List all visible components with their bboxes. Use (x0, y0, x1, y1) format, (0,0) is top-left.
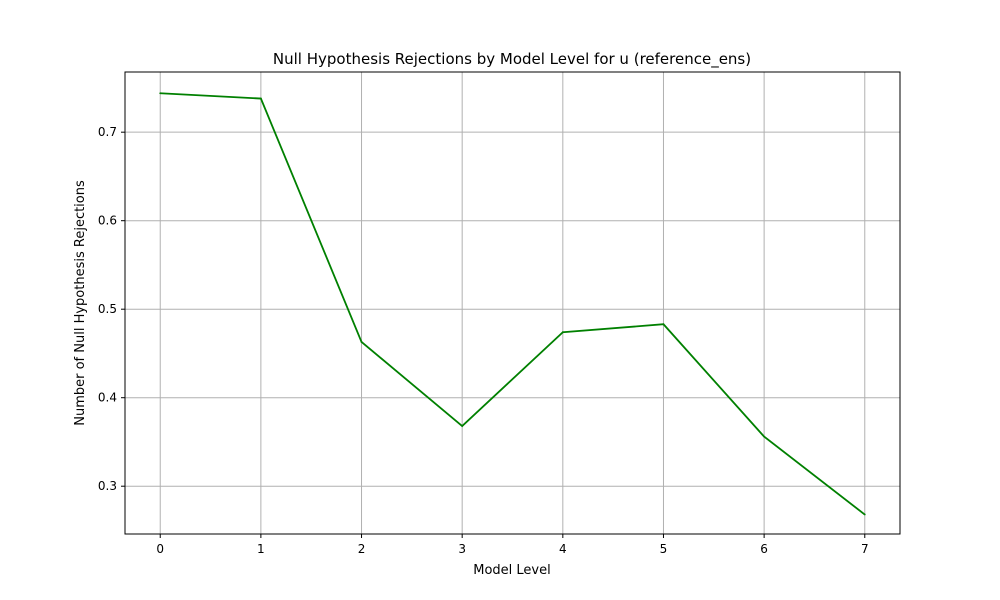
y-tick-label: 0.4 (98, 391, 117, 405)
series-layer (159, 92, 866, 516)
x-tick-label: 4 (559, 542, 567, 556)
grid-lines (125, 72, 900, 534)
x-tick-label: 5 (660, 542, 668, 556)
data-point (259, 97, 262, 100)
data-point (763, 435, 766, 438)
data-point (360, 341, 363, 343)
y-axis-ticks: 0.3 0.4 0.5 0.6 0.7 (98, 125, 125, 493)
y-tick-label: 0.6 (98, 214, 117, 228)
data-point (159, 92, 162, 95)
y-tick-label: 0.5 (98, 302, 117, 316)
data-point (461, 425, 464, 427)
chart-title: Null Hypothesis Rejections by Model Leve… (273, 50, 751, 69)
series-line (160, 92, 866, 516)
plot-frame (124, 71, 901, 535)
data-point (561, 331, 564, 334)
x-axis-label: Model Level (473, 563, 550, 578)
data-point (863, 513, 866, 516)
x-tick-label: 3 (458, 542, 466, 556)
x-tick-label: 6 (760, 542, 768, 556)
data-point (662, 323, 665, 326)
y-tick-label: 0.3 (98, 479, 117, 493)
y-axis-label: Number of Null Hypothesis Rejections (73, 180, 88, 426)
x-tick-label: 2 (358, 542, 366, 556)
x-tick-label: 0 (156, 542, 164, 556)
x-axis-ticks: 0 1 2 3 4 5 6 7 (156, 534, 869, 556)
x-tick-label: 1 (257, 542, 265, 556)
y-tick-label: 0.7 (98, 125, 117, 139)
x-tick-label: 7 (861, 542, 869, 556)
